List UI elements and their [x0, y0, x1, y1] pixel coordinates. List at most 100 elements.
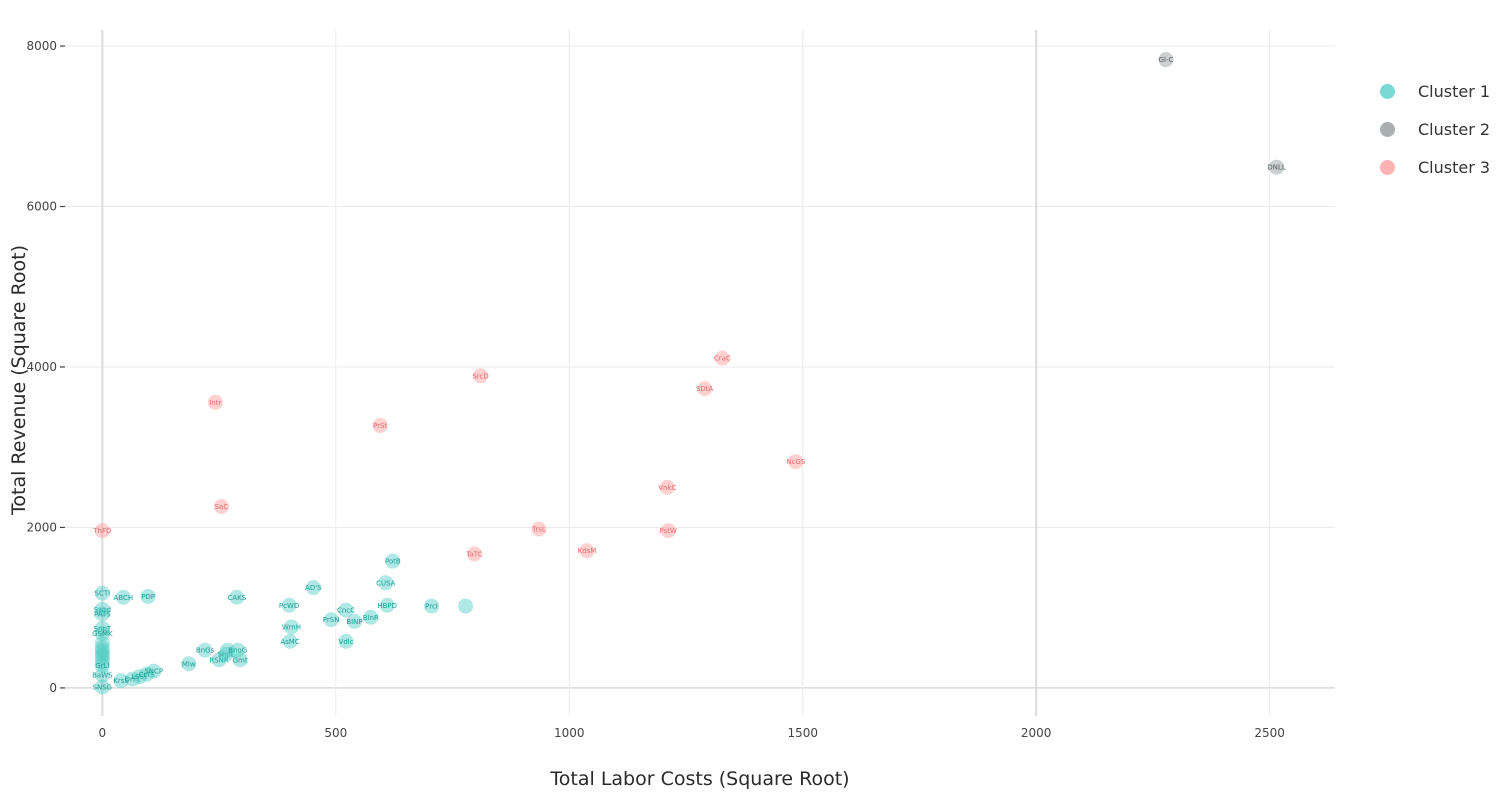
point-cluster-1[interactable] [94, 635, 110, 651]
point-cluster-1[interactable] [94, 585, 110, 601]
point-label: AsMC [280, 638, 299, 646]
point-cluster-1[interactable] [379, 597, 395, 613]
point-cluster-3[interactable] [213, 499, 229, 515]
y-tick-label: 4000 [26, 360, 57, 374]
legend-item-cluster-1[interactable]: Cluster 1 [1376, 72, 1490, 110]
point-cluster-1[interactable] [132, 669, 148, 685]
point-cluster-1[interactable] [282, 633, 298, 649]
point-cluster-3[interactable] [466, 546, 482, 562]
point-cluster-1[interactable] [338, 633, 354, 649]
point-cluster-1[interactable] [94, 606, 110, 622]
point-cluster-1[interactable] [458, 598, 474, 614]
grid-layer [65, 30, 1335, 716]
point-cluster-1[interactable] [115, 589, 131, 605]
point-label: SnpT [94, 625, 112, 633]
point-cluster-1[interactable] [281, 597, 297, 613]
point-label: CAKS [227, 594, 246, 602]
point-label: CrTS [138, 671, 155, 679]
point-cluster-1[interactable] [230, 642, 246, 658]
point-label: SCTI [95, 590, 111, 598]
point-label: NcGS [786, 458, 806, 466]
point-cluster-1[interactable] [94, 679, 110, 695]
point-cluster-1[interactable] [378, 575, 394, 591]
y-tick-label: 8000 [26, 39, 57, 53]
point-cluster-3[interactable] [531, 521, 547, 537]
legend: Cluster 1 Cluster 2 Cluster 3 [1376, 72, 1490, 186]
point-cluster-1[interactable] [94, 640, 110, 656]
point-cluster-3[interactable] [788, 454, 804, 470]
point-label: SrcD [472, 372, 488, 380]
axis-layer: 0 2000 4000 6000 8000 0 500 1000 1500 2000 2500 [26, 39, 1284, 740]
point-cluster-1[interactable] [140, 588, 156, 604]
point-cluster-3[interactable] [697, 381, 713, 397]
point-label: ABCH [114, 594, 134, 602]
point-label: PDP [141, 593, 155, 601]
point-cluster-3[interactable] [659, 479, 675, 495]
point-cluster-2[interactable] [1158, 52, 1174, 68]
point-cluster-1[interactable] [94, 657, 110, 673]
point-label: PrSN [323, 616, 340, 624]
point-label: SNSG [93, 684, 113, 692]
point-cluster-3[interactable] [473, 368, 489, 384]
point-cluster-3[interactable] [714, 350, 730, 366]
point-cluster-3[interactable] [660, 523, 676, 539]
point-cluster-1[interactable] [146, 663, 162, 679]
point-label: LSSF [131, 673, 148, 681]
point-cluster-1[interactable] [305, 580, 321, 596]
legend-item-cluster-2[interactable]: Cluster 2 [1376, 110, 1490, 148]
point-cluster-1[interactable] [94, 649, 110, 665]
point-cluster-1[interactable] [283, 619, 299, 635]
point-cluster-1[interactable] [385, 553, 401, 569]
point-cluster-1[interactable] [113, 673, 129, 689]
point-label: Gl-C [1159, 56, 1174, 64]
point-label: ThFD [92, 527, 111, 535]
point-cluster-1[interactable] [346, 613, 362, 629]
point-cluster-1[interactable] [125, 671, 141, 687]
point-label: BnoG [228, 647, 247, 655]
x-tick-label: 1500 [787, 726, 818, 740]
point-cluster-1[interactable] [94, 621, 110, 637]
point-cluster-3[interactable] [207, 394, 223, 410]
point-label: GSMK [92, 630, 113, 638]
point-label: PrSt [373, 422, 387, 430]
point-cluster-1[interactable] [219, 642, 235, 658]
point-cluster-1[interactable] [94, 643, 110, 659]
point-cluster-1[interactable] [218, 646, 234, 662]
point-cluster-3[interactable] [372, 418, 388, 434]
x-tick-label: 2000 [1021, 726, 1052, 740]
point-label: TrsL [531, 526, 546, 534]
point-cluster-3[interactable] [94, 523, 110, 539]
point-label: BINP [346, 618, 362, 626]
x-axis-title: Total Labor Costs (Square Root) [549, 768, 849, 790]
point-label: ShpL [217, 651, 234, 659]
point-label: BlnR [363, 614, 379, 622]
x-tick-label: 1000 [554, 726, 585, 740]
point-cluster-1[interactable] [338, 602, 354, 618]
point-label: Swrd [94, 606, 111, 614]
point-cluster-1[interactable] [94, 625, 110, 641]
point-cluster-3[interactable] [579, 543, 595, 559]
point-cluster-1[interactable] [323, 612, 339, 628]
point-cluster-1[interactable] [229, 589, 245, 605]
point-cluster-1[interactable] [94, 646, 110, 662]
point-cluster-1[interactable] [94, 653, 110, 669]
point-label: PrcI [425, 603, 438, 611]
point-cluster-1[interactable] [363, 609, 379, 625]
point-label: SaC [215, 503, 229, 511]
point-cluster-1[interactable] [94, 601, 110, 617]
point-cluster-1[interactable] [94, 667, 110, 683]
legend-item-cluster-3[interactable]: Cluster 3 [1376, 148, 1490, 186]
point-label: Mlw [182, 660, 196, 668]
legend-label-cluster-1: Cluster 1 [1418, 81, 1491, 101]
point-label: WrnH [282, 623, 301, 631]
point-cluster-1[interactable] [181, 656, 197, 672]
point-cluster-1[interactable] [211, 652, 227, 668]
point-cluster-1[interactable] [424, 598, 440, 614]
point-cluster-2[interactable] [1269, 159, 1285, 175]
legend-swatch-cluster-1 [1380, 83, 1395, 99]
point-cluster-1[interactable] [139, 666, 155, 682]
point-cluster-1[interactable] [197, 642, 213, 658]
point-label: CraC [714, 355, 731, 363]
point-cluster-1[interactable] [232, 652, 248, 668]
